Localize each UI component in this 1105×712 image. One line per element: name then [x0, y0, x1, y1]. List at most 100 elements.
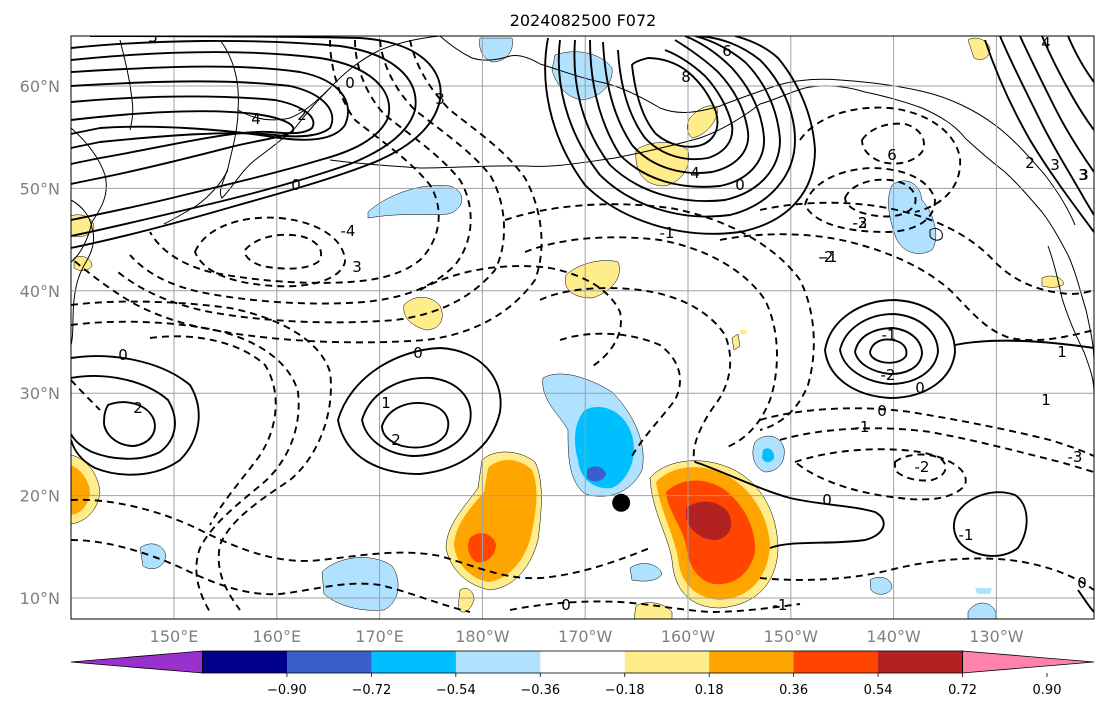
latitude-tick-label: 30°N: [20, 384, 60, 403]
coastline-layer: [71, 36, 1094, 393]
contour-label: 0: [735, 176, 745, 194]
contour-label: -3: [853, 214, 868, 232]
contour-line-negative: [759, 201, 1094, 295]
contour-label: 3: [1050, 156, 1060, 174]
coastline-us-west: [1047, 245, 1094, 393]
contour-label: -2: [915, 458, 930, 476]
contour-line-positive: [1041, 36, 1094, 131]
colorbar-tick-label: −0.54: [436, 683, 476, 698]
colorbar-outline: [202, 650, 963, 674]
contour-line-positive: [869, 338, 908, 364]
shade-light-blue: [869, 577, 893, 595]
latitude-tick-label: 20°N: [20, 487, 60, 506]
contour-line-positive: [954, 339, 1094, 349]
contour-line-negative: [894, 453, 947, 482]
contour-line-negative: [71, 320, 300, 613]
colorbar-segment: [286, 651, 372, 673]
contour-label: -1: [959, 526, 974, 544]
colorbar-segment: [540, 651, 626, 673]
contour-label: -2: [819, 248, 834, 266]
contour-label: 3: [352, 258, 362, 276]
contour-line-negative: [803, 167, 936, 233]
contour-line-negative: [759, 557, 1094, 591]
contour-label: -4: [341, 222, 356, 240]
contour-line-positive: [71, 39, 417, 237]
coastline-kamchatka: [219, 39, 331, 199]
contour-line-negative: [524, 236, 778, 449]
shade-royal-blue: [587, 466, 606, 482]
contour-line-negative: [71, 39, 543, 344]
contour-line-positive: [71, 65, 349, 141]
contour-line-positive: [953, 491, 1028, 557]
contour-line-negative: [71, 539, 471, 613]
contour-label: -1: [855, 418, 870, 436]
contour-label: 0: [413, 344, 423, 362]
map-area: 34023684064323-1-2-300120-1-20-112-20-10…: [71, 28, 1094, 619]
latitude-tick-label: 40°N: [20, 282, 60, 301]
contour-line-positive: [617, 49, 734, 161]
contour-line-positive: [71, 51, 391, 221]
longitude-tick-label: 170°E: [355, 627, 404, 646]
longitude-tick-label: 180°W: [455, 627, 510, 646]
contour-label: -3: [1068, 448, 1083, 466]
contour-line-positive: [631, 57, 719, 148]
coastline-alaska-south: [759, 85, 966, 139]
contour-label: 0: [915, 379, 925, 397]
contour-label-layer: 34023684064323-1-2-300120-1-20-112-20-10…: [118, 28, 1089, 614]
contour-line-positive: [1077, 589, 1094, 613]
contour-line-negative: [504, 203, 815, 431]
latitude-tick-label: 50°N: [20, 179, 60, 198]
contour-label: 3: [1079, 166, 1089, 184]
colorbar-tick-label: 0.72: [948, 683, 977, 698]
contour-line-negative: [71, 379, 101, 411]
contour-line-positive: [824, 299, 956, 399]
shade-yellow: [564, 260, 620, 299]
contour-label: 0: [1077, 574, 1087, 592]
colorbar-tick-label: −0.72: [351, 683, 391, 698]
colorbar-tick-label: 0.18: [695, 683, 724, 698]
contour-label: 1: [381, 394, 391, 412]
shade-light-blue: [629, 563, 663, 582]
contour-line-negative: [779, 427, 1094, 473]
shade-yellow: [457, 588, 475, 613]
contour-label: 3: [1078, 166, 1088, 184]
contour-line-negative: [71, 300, 332, 611]
contour-label: 6: [722, 42, 732, 60]
shade-yellow: [633, 602, 673, 619]
contour-line-negative: [539, 287, 732, 463]
shade-yellow: [967, 37, 991, 60]
contour-line-positive: [71, 36, 442, 249]
gridline-layer: [71, 36, 1094, 619]
contour-label: 6: [887, 146, 897, 164]
longitude-tick-label: 150°E: [150, 627, 199, 646]
latitude-tick-label: 10°N: [20, 589, 60, 608]
coastline-bc: [964, 137, 1094, 363]
contour-line-negative: [419, 265, 622, 369]
colorbar-tick-label: 0.36: [779, 683, 808, 698]
colorbar-segment: [202, 651, 288, 673]
contour-line-positive: [71, 375, 176, 460]
contour-label: 0: [822, 491, 832, 509]
contour-label: 3: [148, 28, 158, 46]
storm-center-marker: [612, 493, 631, 512]
colorbar-segment: [624, 651, 710, 673]
contour-line-positive: [1067, 36, 1094, 83]
colorbar-segment: [878, 651, 964, 673]
contour-line-negative: [759, 407, 1094, 457]
contour-label: -2: [853, 214, 868, 232]
coastline-sakhalin: [119, 39, 134, 131]
contour-line-negative: [861, 122, 925, 165]
contour-layer: [71, 36, 1094, 613]
coastline-chukotka: [439, 36, 541, 65]
contour-label: 2: [391, 431, 401, 449]
contour-line-positive: [361, 376, 472, 457]
contour-line-negative: [149, 39, 440, 284]
contour-label: 2: [297, 106, 307, 124]
contour-line-negative: [719, 233, 1094, 342]
contour-line-positive: [602, 39, 750, 174]
contour-label: 2: [133, 399, 143, 417]
contour-label: 1: [1041, 391, 1051, 409]
colorbar-segment: [371, 651, 457, 673]
contour-line-positive: [573, 36, 781, 202]
